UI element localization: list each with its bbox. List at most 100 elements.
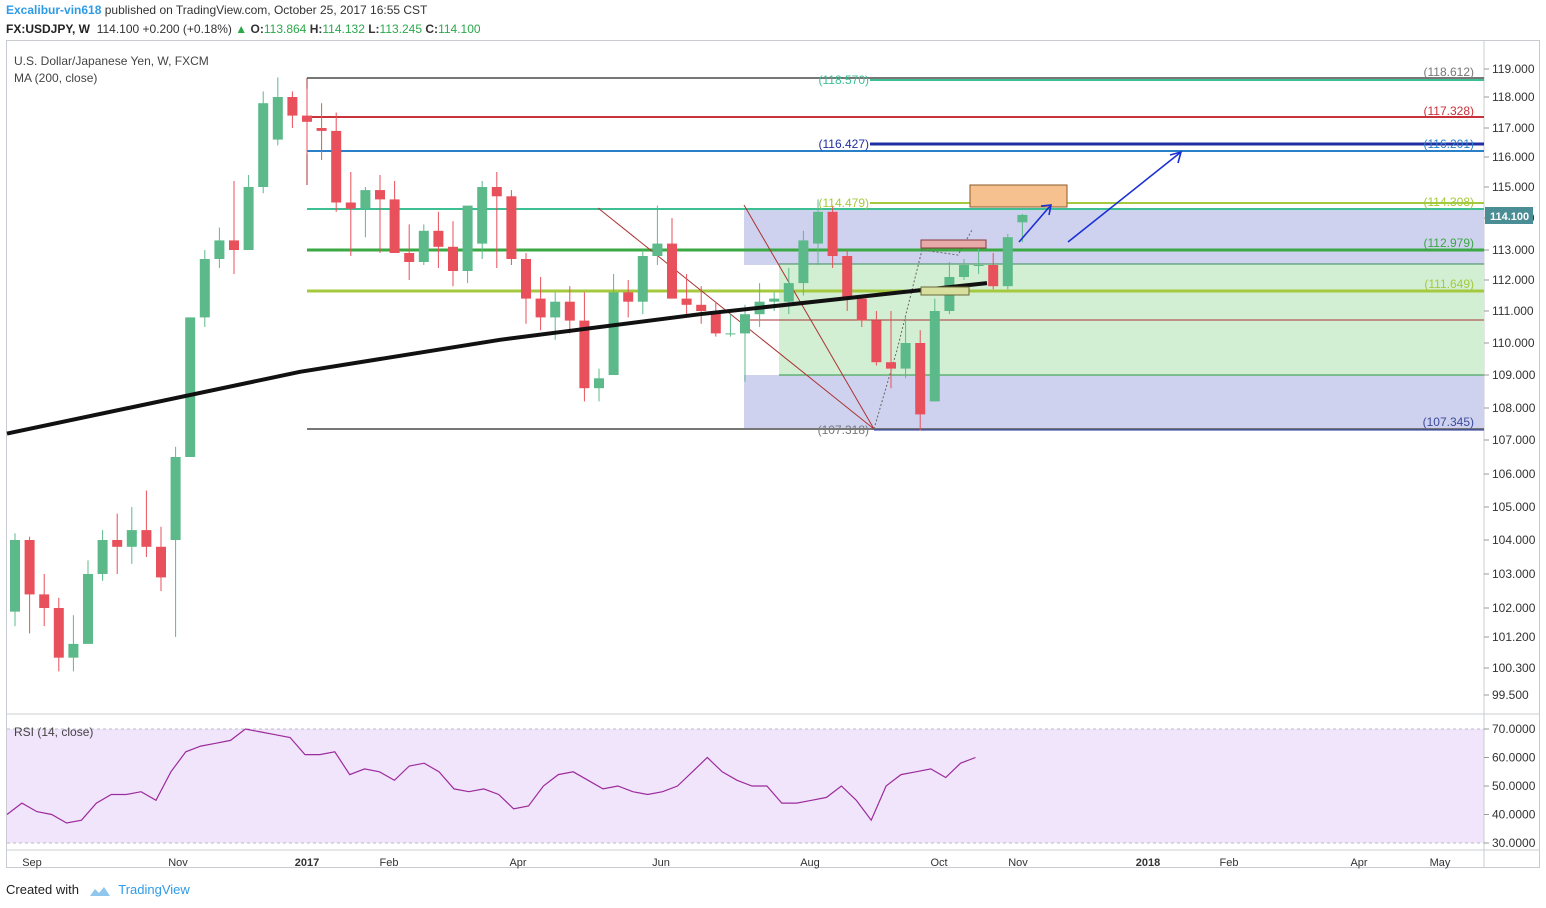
current-price-text: 114.100: [1490, 211, 1529, 223]
label-114308: (114.308): [1424, 195, 1474, 209]
price-axis[interactable]: 119.000118.000117.000116.000115.000114.0…: [1484, 62, 1536, 702]
candle-body: [564, 301, 575, 321]
candle-body: [842, 256, 853, 299]
label-118570: (118.570): [819, 73, 869, 87]
candle-body: [886, 362, 896, 369]
time-label: Aug: [800, 857, 820, 869]
current-price-tag: [1485, 207, 1533, 224]
candle-body: [667, 243, 677, 299]
candle-body: [185, 317, 196, 457]
high-value: 114.132: [322, 22, 365, 36]
label-112979: (112.979): [1424, 236, 1474, 250]
rsi-tick-label: 50.0000: [1492, 779, 1536, 793]
candle-body: [871, 320, 882, 363]
candle-body: [959, 265, 969, 277]
candle-body: [1002, 237, 1013, 287]
candle-body: [448, 246, 458, 271]
resistance-box: [920, 239, 987, 249]
candle-body: [258, 103, 269, 187]
time-label: Oct: [930, 857, 947, 869]
label-114479: (114.479): [819, 196, 869, 210]
rsi-axis[interactable]: 70.0000 60.0000 50.0000 40.0000 30.0000: [1484, 722, 1536, 850]
candle-body: [725, 333, 736, 335]
candle-body: [652, 243, 663, 256]
open-label: O:: [250, 22, 264, 36]
projection-arrows: [1018, 150, 1183, 243]
arrow-1-head-icon: [1040, 204, 1052, 216]
price-tick-label: 103.000: [1492, 567, 1536, 581]
candle-body: [637, 256, 648, 302]
candle-body: [929, 311, 940, 402]
price-tick-label: 99.500: [1492, 688, 1529, 702]
up-arrow-icon: ▲: [235, 22, 248, 36]
footer: Created with TradingView: [6, 882, 190, 897]
candle-body: [97, 540, 108, 574]
price-tick-label: 113.000: [1492, 243, 1535, 257]
trend-line-2: [743, 204, 875, 430]
candle-body: [1017, 214, 1028, 223]
candle-body: [681, 298, 692, 305]
label-117328: (117.328): [1424, 104, 1474, 118]
price-tick-label: 117.000: [1492, 121, 1535, 135]
candle-body: [710, 311, 721, 334]
last-price: 114.100: [96, 22, 140, 36]
candle-body: [156, 546, 166, 578]
support-box: [920, 286, 970, 296]
candle-body: [287, 97, 298, 116]
price-tick-label: 102.000: [1492, 601, 1536, 615]
time-label: Apr: [1350, 857, 1367, 869]
time-axis[interactable]: Sep Nov 2017 Feb Apr Jun Aug Oct Nov 2018 Feb Apr Ma…: [22, 857, 1451, 869]
tradingview-brand[interactable]: TradingView: [118, 882, 190, 897]
label-111649: (111.649): [1424, 277, 1474, 291]
candle-body: [229, 240, 239, 250]
candle-body: [199, 259, 210, 318]
candle-body: [783, 283, 794, 302]
symbol-label: FX:USDJPY, W: [6, 22, 91, 36]
rsi-tick-label: 60.0000: [1492, 751, 1536, 765]
rsi-line: [6, 728, 976, 824]
candle-body: [24, 540, 35, 595]
price-tick-label: 106.000: [1492, 467, 1536, 481]
projection-path: [873, 229, 973, 430]
arrow-1: [1018, 204, 1052, 243]
candle-body: [900, 343, 911, 369]
candle-body: [813, 211, 823, 244]
time-label: Nov: [168, 857, 188, 869]
candle-body: [506, 196, 517, 259]
candle-body: [915, 343, 926, 415]
label-116427: (116.427): [819, 137, 869, 151]
candle-body: [243, 187, 254, 250]
candle-body: [594, 378, 604, 389]
candle-body: [491, 187, 502, 197]
instrument-legend: U.S. Dollar/Japanese Yen, W, FXCM: [14, 54, 209, 68]
tradingview-logo-icon: [89, 886, 110, 896]
price-tick-label: 118.000: [1492, 90, 1535, 104]
high-label: H:: [309, 22, 323, 36]
candle-body: [418, 230, 429, 262]
candle-body: [608, 292, 619, 375]
candle-body: [112, 540, 123, 547]
candle-body: [740, 314, 750, 334]
candle-body: [535, 298, 546, 318]
price-tick-label: 119.000: [1492, 62, 1535, 76]
candle-body: [696, 304, 707, 311]
open-value: 113.864: [263, 22, 307, 36]
price-tick-label: 101.200: [1492, 630, 1536, 644]
candle-body: [433, 230, 444, 247]
candle-body: [39, 594, 50, 608]
low-value: 113.245: [379, 22, 423, 36]
ma-legend: MA (200, close): [14, 71, 97, 85]
candle-body: [798, 240, 809, 284]
price-change: +0.200 (+0.18%): [142, 22, 232, 36]
ma-200-line: [6, 281, 988, 436]
rsi-tick-label: 30.0000: [1492, 836, 1536, 850]
rsi-legend: RSI (14, close): [14, 725, 93, 739]
price-tick-label: 105.000: [1492, 500, 1536, 514]
price-tick-label: 112.000: [1492, 273, 1535, 287]
author-name[interactable]: Excalibur-vin618: [6, 3, 102, 17]
candle-body: [68, 643, 79, 658]
candle-body: [550, 301, 561, 318]
candle-body: [10, 540, 20, 612]
price-tick-label: 109.000: [1492, 368, 1536, 382]
